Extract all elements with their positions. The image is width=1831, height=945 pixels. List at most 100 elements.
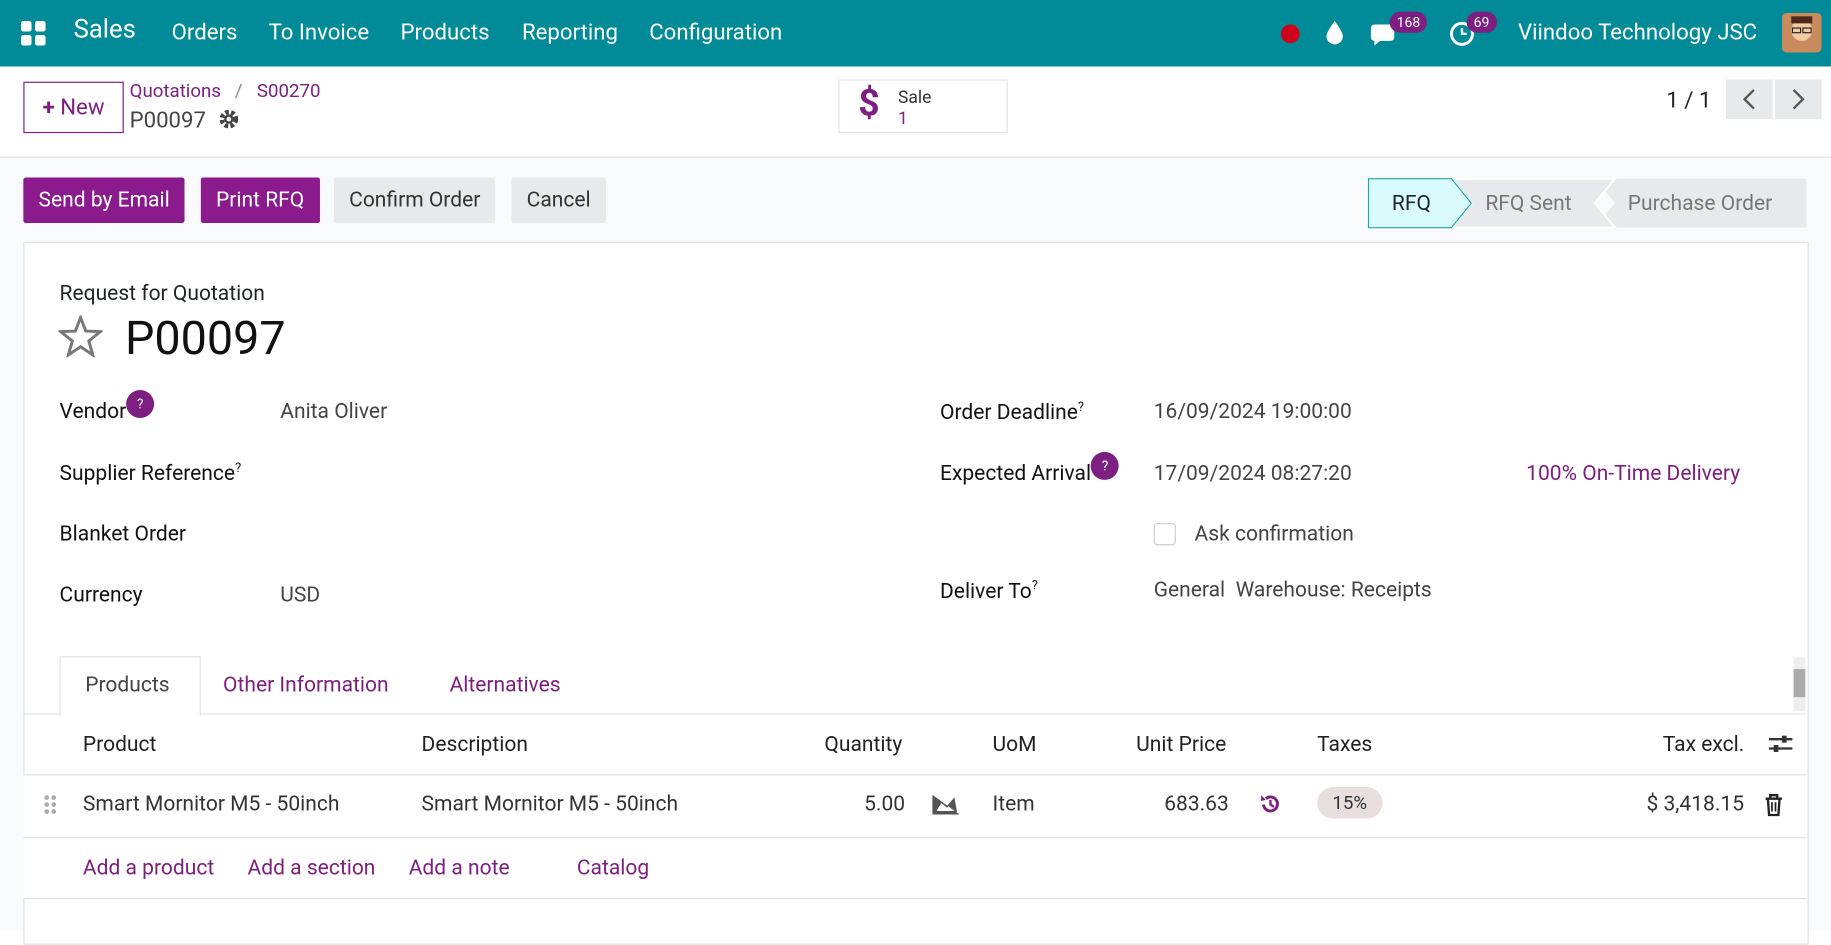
activities-badge: 69 bbox=[1466, 11, 1497, 33]
field-label: Blanket Order bbox=[59, 521, 186, 547]
field-value[interactable]: USD bbox=[280, 582, 321, 608]
add-link[interactable]: Catalog bbox=[576, 855, 650, 881]
help-mark[interactable]: ? bbox=[1077, 399, 1085, 415]
cell[interactable]: Smart Mornitor M5 - 50inch bbox=[82, 791, 340, 817]
pager-next[interactable] bbox=[1774, 79, 1822, 120]
column-settings-icon[interactable] bbox=[1768, 733, 1794, 754]
record-icon[interactable] bbox=[1280, 23, 1301, 44]
action-button[interactable]: Print RFQ bbox=[200, 177, 320, 224]
scrollbar-thumb[interactable] bbox=[1793, 669, 1806, 698]
cell[interactable]: Smart Mornitor M5 - 50inch bbox=[421, 791, 679, 817]
add-link[interactable]: Add a product bbox=[82, 855, 215, 881]
help-badge[interactable]: ? bbox=[1091, 451, 1120, 480]
app-name[interactable]: Sales bbox=[73, 15, 136, 45]
pager-prev[interactable] bbox=[1725, 79, 1773, 120]
pager: 1 / 1 bbox=[1666, 86, 1712, 114]
chat-icon[interactable] bbox=[1369, 21, 1399, 47]
tab-active[interactable]: Products bbox=[85, 672, 170, 698]
field-label: Expected Arrival? bbox=[939, 451, 1120, 486]
smart-button[interactable]: $ Sale 1 bbox=[838, 79, 1008, 134]
field-label: Vendor? bbox=[59, 390, 155, 424]
tab[interactable]: Other Information bbox=[223, 672, 389, 698]
tax-tag[interactable]: 15% bbox=[1317, 787, 1383, 819]
messages-badge: 168 bbox=[1389, 11, 1428, 33]
tabs-border bbox=[23, 713, 1807, 715]
field-label: Order Deadline? bbox=[940, 399, 1084, 425]
menu-item[interactable]: Configuration bbox=[649, 18, 783, 46]
help-mark[interactable]: ? bbox=[1031, 578, 1038, 594]
column-header[interactable]: Product bbox=[82, 732, 157, 757]
tab[interactable]: Alternatives bbox=[449, 672, 561, 698]
new-button[interactable]: + New bbox=[23, 81, 124, 134]
table-body bbox=[23, 774, 1807, 900]
field-label-text: Supplier Reference bbox=[59, 461, 236, 486]
record-name: P00097 bbox=[124, 310, 286, 366]
field-value[interactable]: General Warehouse: Receipts bbox=[1153, 578, 1432, 603]
field-label-text: Deliver To bbox=[939, 579, 1032, 604]
row-divider bbox=[23, 837, 1807, 839]
form-subtitle: Request for Quotation bbox=[59, 281, 265, 306]
gear-icon[interactable] bbox=[218, 109, 239, 130]
cell[interactable]: Item bbox=[992, 791, 1035, 817]
column-header[interactable]: Unit Price bbox=[1136, 732, 1227, 757]
column-header[interactable]: Taxes bbox=[1317, 732, 1373, 757]
field-value[interactable]: Anita Oliver bbox=[280, 399, 388, 424]
status-step-active[interactable]: RFQ bbox=[1391, 191, 1431, 217]
breadcrumb-item[interactable]: Quotations bbox=[129, 79, 221, 102]
statusbar bbox=[1367, 177, 1807, 229]
company-name[interactable]: Viindoo Technology JSC bbox=[1518, 18, 1758, 46]
cell[interactable]: 5.00 bbox=[864, 791, 906, 817]
column-header[interactable]: Tax excl. bbox=[1662, 732, 1745, 757]
column-header[interactable]: Quantity bbox=[824, 732, 903, 757]
field-value[interactable]: 16/09/2024 19:00:00 bbox=[1153, 399, 1352, 424]
scrollbar[interactable] bbox=[1793, 657, 1806, 712]
avatar[interactable] bbox=[1781, 12, 1822, 53]
drag-handle[interactable] bbox=[43, 794, 57, 815]
cell[interactable]: 683.63 bbox=[1164, 791, 1229, 817]
price-history-icon[interactable] bbox=[1259, 793, 1282, 816]
checkbox-label[interactable]: Ask confirmation bbox=[1194, 521, 1354, 547]
star-icon[interactable] bbox=[58, 315, 103, 358]
cell[interactable]: $ 3,418.15 bbox=[1646, 791, 1745, 817]
help-badge[interactable]: ? bbox=[126, 390, 155, 419]
action-button[interactable]: Send by Email bbox=[23, 177, 185, 224]
menu-item[interactable]: Products bbox=[400, 18, 490, 46]
field-label: Supplier Reference? bbox=[60, 460, 242, 486]
status-step[interactable]: RFQ Sent bbox=[1485, 191, 1572, 217]
field-label: Deliver To? bbox=[940, 578, 1038, 604]
action-button[interactable]: Confirm Order bbox=[333, 177, 496, 224]
action-button[interactable]: Cancel bbox=[511, 177, 606, 224]
drop-icon[interactable] bbox=[1324, 20, 1345, 46]
delete-icon[interactable] bbox=[1764, 794, 1783, 817]
help-mark[interactable]: ? bbox=[235, 460, 242, 476]
breadcrumb-item[interactable]: S00270 bbox=[256, 79, 321, 102]
forecast-icon[interactable] bbox=[932, 794, 960, 815]
field-label-text: Order Deadline bbox=[939, 400, 1078, 426]
apps-icon[interactable] bbox=[21, 21, 47, 47]
column-header[interactable]: UoM bbox=[992, 732, 1037, 757]
add-link[interactable]: Add a note bbox=[408, 855, 510, 881]
field-value[interactable]: 17/09/2024 08:27:20 bbox=[1153, 461, 1352, 486]
field-label-text: Vendor bbox=[59, 399, 127, 424]
menu-item[interactable]: Orders bbox=[171, 18, 238, 46]
field-label-text: Expected Arrival bbox=[939, 461, 1092, 486]
new-label: New bbox=[60, 93, 105, 121]
activity-icon[interactable] bbox=[1449, 21, 1475, 47]
breadcrumb-current: P00097 bbox=[129, 106, 206, 134]
add-link[interactable]: Add a section bbox=[247, 855, 376, 881]
checkbox[interactable] bbox=[1153, 523, 1176, 546]
status-step[interactable]: Purchase Order bbox=[1627, 191, 1773, 217]
dollar-icon: $ bbox=[858, 80, 880, 125]
control-panel: + New Quotations / S00270 P00097 $ Sale … bbox=[0, 66, 1831, 158]
column-header[interactable]: Description bbox=[421, 732, 528, 757]
smart-button-count: 1 bbox=[897, 107, 908, 129]
breadcrumb-separator: / bbox=[234, 79, 243, 102]
smart-button-label: Sale bbox=[897, 86, 932, 108]
menu-item[interactable]: To Invoice bbox=[268, 18, 370, 46]
tab-active-box bbox=[59, 656, 201, 716]
menu-item[interactable]: Reporting bbox=[521, 18, 618, 46]
navbar: Sales Orders To Invoice Products Reporti… bbox=[0, 0, 1831, 67]
on-time-delivery[interactable]: 100% On-Time Delivery bbox=[1526, 461, 1741, 486]
